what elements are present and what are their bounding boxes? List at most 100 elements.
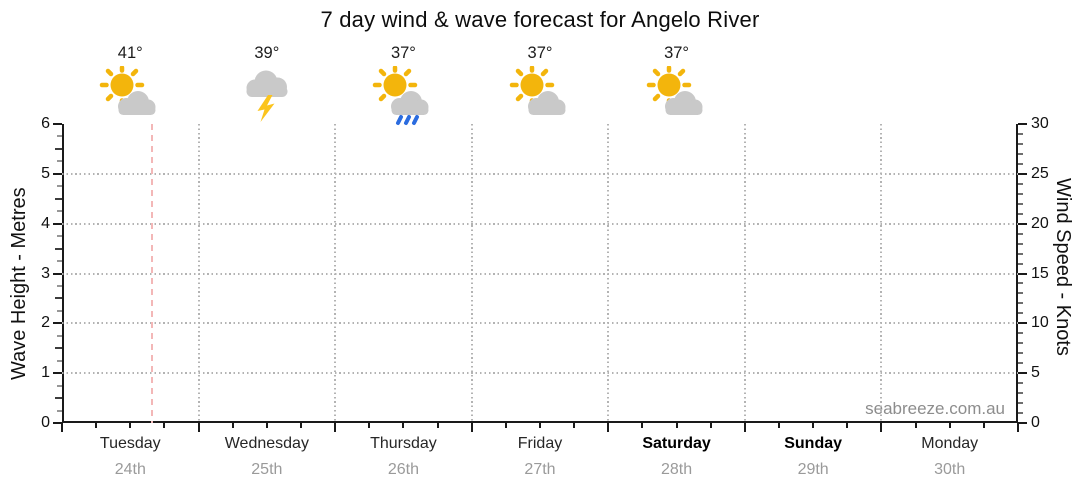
wind-axis-minor-tick bbox=[1018, 292, 1023, 295]
wave-axis-tick bbox=[53, 222, 62, 225]
time-axis-minor-tick bbox=[778, 423, 780, 428]
time-axis-minor-tick bbox=[402, 423, 405, 428]
wind-axis-minor-tick bbox=[1018, 142, 1023, 145]
date-label: 27th bbox=[524, 461, 556, 478]
wind-axis-minor-tick bbox=[1018, 352, 1023, 355]
h-gridline bbox=[62, 272, 1018, 275]
wind-axis-tick bbox=[1018, 322, 1027, 325]
wave-axis-minor-tick bbox=[57, 309, 62, 312]
v-gridline bbox=[470, 124, 473, 423]
temperature-label: 37° bbox=[390, 44, 416, 62]
time-axis-tick bbox=[334, 423, 337, 432]
time-axis-minor-tick bbox=[709, 423, 712, 428]
day-label: Wednesday bbox=[224, 435, 309, 452]
time-axis-minor-tick bbox=[539, 423, 541, 428]
wave-axis-minor-tick bbox=[57, 160, 62, 163]
wave-axis-minor-tick bbox=[57, 235, 62, 238]
wind-axis-tick-label: 15 bbox=[1031, 264, 1049, 282]
wind-axis-minor-tick bbox=[1018, 302, 1023, 305]
wave-axis-tick-label: 3 bbox=[41, 264, 50, 282]
wave-axis-minor-tick bbox=[57, 409, 62, 412]
partly-cloudy-icon bbox=[508, 66, 572, 126]
time-axis-tick bbox=[197, 423, 200, 432]
wave-axis-tick-label: 1 bbox=[41, 364, 50, 382]
wind-axis-tick bbox=[1018, 372, 1027, 375]
wave-axis-tick-label: 5 bbox=[41, 164, 50, 182]
wave-axis-minor-tick bbox=[57, 260, 62, 263]
wind-axis-minor-tick bbox=[1018, 152, 1023, 155]
wave-axis-minor-tick bbox=[55, 147, 62, 150]
time-axis-tick bbox=[880, 423, 883, 432]
day-label: Thursday bbox=[370, 435, 437, 452]
temperature-label: 41° bbox=[117, 44, 143, 62]
time-axis-minor-tick bbox=[982, 423, 985, 428]
time-axis-minor-tick bbox=[948, 423, 951, 428]
time-axis-minor-tick bbox=[95, 423, 98, 428]
wind-axis-minor-tick bbox=[1018, 262, 1023, 265]
date-label: 25th bbox=[251, 461, 283, 478]
v-gridline bbox=[743, 124, 746, 423]
time-axis-tick bbox=[470, 423, 473, 432]
h-gridline bbox=[62, 222, 1018, 225]
wind-axis-minor-tick bbox=[1018, 392, 1023, 395]
wave-axis-minor-tick bbox=[57, 185, 62, 188]
sun-showers-icon bbox=[371, 66, 435, 126]
partly-cloudy-icon bbox=[98, 66, 162, 126]
wind-axis-minor-tick bbox=[1018, 362, 1023, 365]
wave-axis-tick bbox=[53, 123, 62, 125]
wave-axis-minor-tick bbox=[55, 347, 62, 350]
temperature-label: 37° bbox=[527, 44, 553, 62]
wind-axis-minor-tick bbox=[1018, 202, 1023, 205]
wind-axis-tick-label: 0 bbox=[1031, 414, 1040, 431]
wave-axis-minor-tick bbox=[57, 359, 62, 362]
wind-axis-tick bbox=[1018, 272, 1027, 275]
watermark: seabreeze.com.au bbox=[865, 399, 1005, 418]
day-label: Saturday bbox=[642, 435, 711, 452]
wave-axis-minor-tick bbox=[55, 397, 62, 400]
wave-axis-minor-tick bbox=[57, 210, 62, 213]
v-gridline bbox=[334, 124, 337, 423]
time-axis-minor-tick bbox=[504, 423, 507, 428]
wind-axis-minor-tick bbox=[1018, 342, 1023, 345]
wave-axis-tick bbox=[53, 322, 62, 325]
wind-axis-minor-tick bbox=[1018, 332, 1023, 335]
time-axis-minor-tick bbox=[675, 423, 678, 428]
wind-axis-tick-label: 20 bbox=[1031, 214, 1049, 232]
wave-axis-tick-label: 6 bbox=[41, 115, 50, 132]
day-label: Friday bbox=[517, 435, 563, 452]
time-axis-minor-tick bbox=[812, 423, 815, 428]
wave-axis-tick bbox=[53, 172, 62, 175]
v-gridline bbox=[880, 124, 883, 423]
h-gridline bbox=[62, 372, 1018, 375]
now-marker-line bbox=[151, 124, 154, 423]
wind-axis-minor-tick bbox=[1018, 232, 1023, 235]
wave-axis-minor-tick bbox=[57, 384, 62, 387]
temperature-label: 39° bbox=[254, 44, 280, 62]
time-axis-minor-tick bbox=[163, 423, 166, 428]
wind-axis-minor-tick bbox=[1018, 412, 1023, 415]
time-axis-minor-tick bbox=[641, 423, 644, 428]
wave-axis-tick-label: 2 bbox=[41, 314, 50, 332]
chart-title: 7 day wind & wave forecast for Angelo Ri… bbox=[320, 7, 760, 32]
wave-axis-minor-tick bbox=[55, 297, 62, 300]
wind-axis-minor-tick bbox=[1018, 382, 1023, 385]
time-axis-minor-tick bbox=[436, 423, 439, 428]
day-label: Sunday bbox=[784, 435, 843, 452]
wind-axis-tick-label: 5 bbox=[1031, 364, 1040, 382]
partly-cloudy-icon bbox=[645, 66, 709, 126]
time-axis-minor-tick bbox=[300, 423, 302, 428]
time-axis-minor-tick bbox=[573, 423, 576, 428]
wave-axis-minor-tick bbox=[57, 284, 62, 287]
date-label: 28th bbox=[660, 461, 693, 478]
wind-axis-tick bbox=[1018, 172, 1027, 175]
wave-axis-minor-tick bbox=[57, 334, 62, 337]
wave-axis-minor-tick bbox=[55, 197, 62, 200]
wind-axis-minor-tick bbox=[1018, 252, 1023, 255]
wind-axis-minor-tick bbox=[1018, 282, 1023, 285]
v-gridline bbox=[197, 124, 200, 423]
day-label: Tuesday bbox=[99, 435, 161, 452]
date-label: 24th bbox=[114, 461, 146, 478]
time-axis-minor-tick bbox=[265, 423, 268, 428]
h-gridline bbox=[62, 322, 1018, 325]
